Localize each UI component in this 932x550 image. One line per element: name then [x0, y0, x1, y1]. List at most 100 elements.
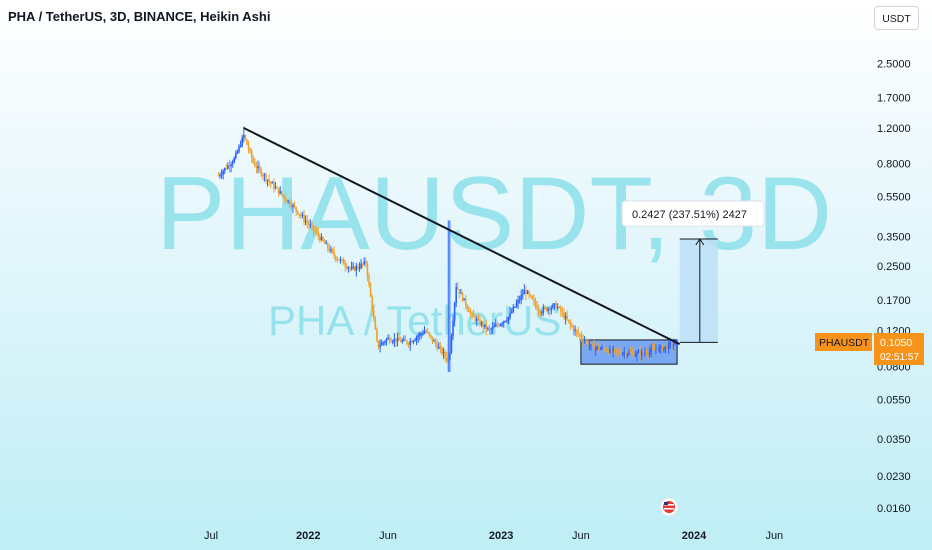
- candle: [255, 161, 258, 174]
- candle-body: [626, 354, 629, 356]
- candle-body: [521, 294, 524, 296]
- candle-body: [423, 331, 426, 334]
- candle-body: [250, 150, 253, 158]
- candle: [650, 343, 652, 357]
- candle-body: [274, 187, 277, 189]
- candle: [285, 198, 288, 202]
- candle-body: [491, 327, 494, 330]
- candle-body: [391, 341, 394, 343]
- candle: [276, 186, 278, 189]
- candle: [449, 220, 451, 373]
- candle: [471, 310, 473, 320]
- candle-body: [452, 320, 454, 337]
- candle: [539, 310, 542, 318]
- candle: [556, 303, 559, 311]
- candle: [230, 161, 232, 173]
- candle-body: [371, 296, 373, 311]
- candle-body: [368, 276, 370, 285]
- candle-body: [320, 237, 323, 241]
- candle-body: [407, 343, 410, 345]
- candle: [580, 331, 583, 342]
- candle: [590, 344, 592, 351]
- candle-body: [671, 343, 673, 346]
- candle: [483, 324, 486, 329]
- candle: [249, 147, 251, 154]
- candle-body: [620, 352, 622, 355]
- candle: [284, 194, 286, 205]
- candle: [656, 349, 659, 356]
- candle: [434, 338, 437, 348]
- candle: [466, 303, 469, 312]
- candle-body: [526, 291, 529, 294]
- candle-body: [556, 307, 559, 309]
- candle-body: [376, 329, 378, 341]
- candle: [304, 215, 307, 226]
- candle: [366, 261, 369, 282]
- candle-body: [598, 346, 600, 350]
- candle: [477, 313, 480, 321]
- candle: [258, 162, 261, 173]
- candle: [239, 140, 242, 148]
- candle: [401, 338, 404, 344]
- candle-body: [314, 230, 316, 232]
- candle-body: [350, 267, 353, 269]
- candle: [464, 294, 467, 310]
- candle: [319, 233, 321, 244]
- candle-body: [656, 349, 659, 352]
- candle-body: [398, 337, 400, 341]
- candle: [526, 289, 529, 295]
- candle-body: [428, 332, 431, 335]
- candle-body: [241, 137, 243, 146]
- candle: [632, 349, 635, 358]
- candle: [344, 260, 347, 272]
- candle-body: [575, 330, 578, 332]
- candle-body: [615, 349, 618, 351]
- candle: [518, 295, 521, 304]
- price-axis: 2.5000 1.7000 1.2000 0.8000 0.5500 0.3500 0.25…: [877, 58, 911, 515]
- candle-body: [406, 340, 408, 344]
- candle: [350, 261, 353, 271]
- candle-body: [266, 179, 269, 181]
- candle-body: [369, 284, 372, 297]
- candle-body: [658, 347, 660, 352]
- candle-body: [357, 266, 359, 268]
- candle-body: [639, 351, 641, 356]
- candle: [384, 340, 386, 346]
- candle-body: [653, 348, 656, 351]
- currency-button[interactable]: USDT: [874, 6, 919, 30]
- candle: [231, 159, 234, 168]
- candle: [301, 211, 304, 219]
- candle: [553, 302, 556, 310]
- candle: [441, 345, 443, 356]
- y-tick-label: 0.5500: [877, 192, 911, 204]
- candle: [501, 321, 503, 328]
- candle-body: [287, 200, 289, 202]
- candle-body: [249, 149, 251, 151]
- candle-body: [571, 324, 573, 327]
- descending-trendline[interactable]: [243, 127, 681, 346]
- candle-body: [296, 210, 299, 214]
- candle: [288, 197, 291, 208]
- candle: [268, 174, 270, 186]
- candle: [455, 282, 457, 308]
- candle: [456, 282, 459, 290]
- candle: [247, 140, 250, 154]
- candle: [468, 306, 470, 313]
- candle: [521, 289, 524, 300]
- candle: [629, 346, 632, 354]
- candle: [586, 338, 589, 348]
- flag-icon[interactable]: [659, 497, 679, 517]
- candle: [387, 334, 389, 340]
- candle: [390, 337, 393, 343]
- candle: [403, 335, 405, 342]
- candle: [353, 265, 356, 272]
- candle: [412, 340, 415, 345]
- candle-body: [403, 339, 405, 341]
- candle-body: [363, 261, 366, 264]
- candle-body: [464, 298, 467, 306]
- candle: [620, 347, 622, 356]
- projection-box[interactable]: [679, 238, 718, 343]
- candle: [640, 348, 643, 361]
- candle: [460, 288, 462, 294]
